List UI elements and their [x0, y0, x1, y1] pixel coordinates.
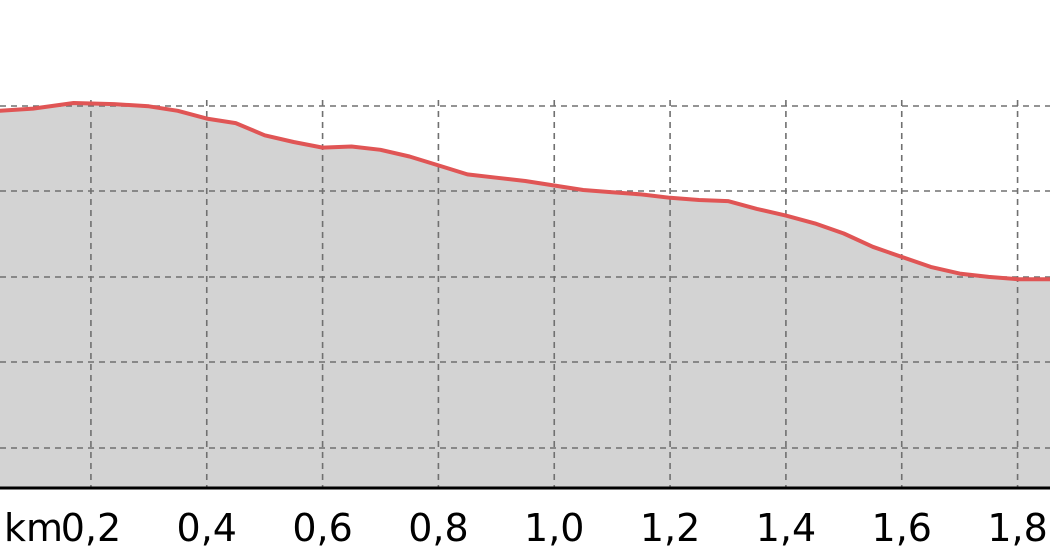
- elevation-line: [0, 101, 1050, 282]
- x-tick-labels: km 0,2 0,4 0,6 0,8 1,0 1,2 1,4 1,6 1,8: [4, 506, 1048, 550]
- grid-layer: [0, 100, 1050, 488]
- x-tick-label: 1,2: [640, 506, 700, 550]
- x-tick-label: 1,8: [987, 506, 1047, 550]
- x-tick-label: 1,0: [524, 506, 584, 550]
- x-axis-unit-label: km: [4, 506, 63, 550]
- x-tick-label: 1,4: [756, 506, 816, 550]
- area-layer: [0, 103, 1050, 488]
- line-layer: [0, 101, 1050, 282]
- x-tick-label: 0,2: [61, 506, 121, 550]
- x-tick-label: 0,8: [408, 506, 468, 550]
- x-tick-label: 0,6: [292, 506, 352, 550]
- area-fill: [0, 103, 1050, 488]
- x-tick-label: 0,4: [177, 506, 237, 550]
- x-tick-label: 1,6: [872, 506, 932, 550]
